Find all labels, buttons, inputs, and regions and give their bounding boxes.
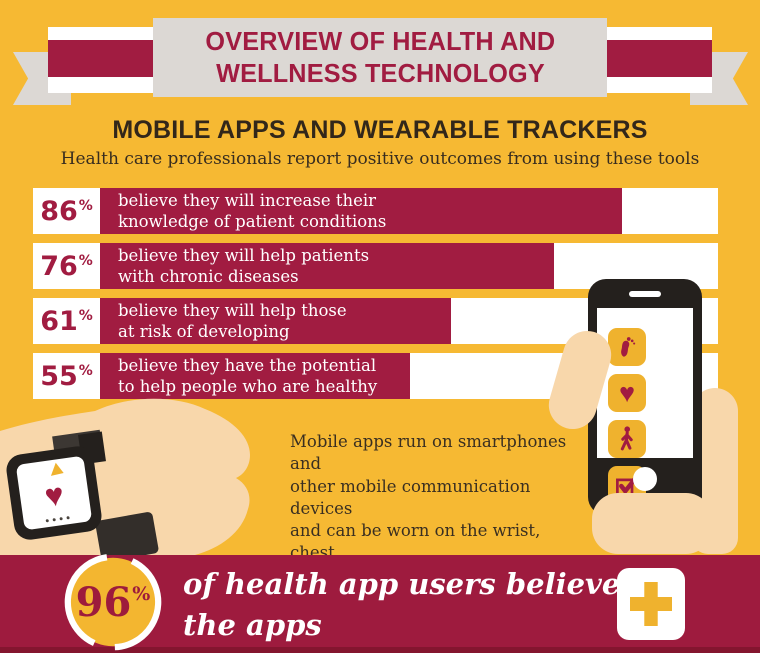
bar-label-line2: with chronic diseases	[118, 267, 299, 286]
walking-person-icon	[620, 426, 633, 451]
app-icon-walking	[608, 420, 646, 458]
heart-icon: ♥	[42, 475, 67, 515]
stat-circle	[64, 553, 162, 651]
bar-label-line2: at risk of developing	[118, 322, 290, 341]
phone-home-button	[633, 467, 657, 491]
app-icon-footprint	[608, 328, 646, 366]
bar-percent: 86%	[40, 195, 93, 227]
bar-fill: believe they have the potential to help …	[100, 353, 410, 399]
bar-label-line1: believe they will help those	[118, 300, 347, 320]
bar-label-line1: believe they will help patients	[118, 245, 370, 265]
medical-cross-icon	[630, 582, 672, 626]
footer-edge	[0, 647, 760, 653]
percent-sign: %	[78, 363, 93, 379]
banner-title-line1: OVERVIEW OF HEALTH AND	[205, 26, 555, 57]
smartwatch-screen: ♥	[15, 455, 93, 531]
percent-sign: %	[78, 308, 93, 324]
bar-row: believe they will increase their knowled…	[33, 188, 718, 234]
bar-fill: believe they will increase their knowled…	[100, 188, 623, 234]
banner-title-line2: WELLNESS TECHNOLOGY	[215, 57, 545, 88]
smartphone: ♥	[588, 279, 702, 515]
phone-speaker	[629, 291, 661, 297]
section-subheading: Health care professionals report positiv…	[60, 149, 700, 169]
stat-value: 96%	[75, 578, 151, 626]
bar-percent: 61%	[40, 305, 93, 337]
bar-fill: believe they will help those at risk of …	[100, 298, 451, 344]
medical-cross-card	[617, 568, 685, 640]
phone-screen: ♥	[597, 308, 693, 504]
bar-label-line1: believe they have the potential	[118, 355, 377, 375]
percent-sign: %	[132, 583, 151, 605]
percent-sign: %	[78, 198, 93, 214]
banner-panel: OVERVIEW OF HEALTH AND WELLNESS TECHNOLO…	[153, 18, 607, 97]
bar-label-line2: to help people who are healthy	[118, 377, 378, 396]
section-heading: MOBILE APPS AND WEARABLE TRACKERS	[112, 116, 648, 144]
bar-fill: believe they will help patients with chr…	[100, 243, 554, 289]
percent-sign: %	[78, 253, 93, 269]
bar-percent: 76%	[40, 250, 93, 282]
bar-percent: 55%	[40, 360, 93, 392]
app-icon-heart: ♥	[608, 374, 646, 412]
footer-text: of health app users believe the apps hel…	[183, 567, 621, 653]
bar-label-line1: believe they will increase their	[118, 190, 377, 210]
footprint-icon	[621, 337, 636, 357]
bar-label-line2: knowledge of patient conditions	[118, 212, 387, 231]
holding-hand-fingers	[592, 493, 712, 554]
heart-icon: ♥	[618, 377, 636, 408]
